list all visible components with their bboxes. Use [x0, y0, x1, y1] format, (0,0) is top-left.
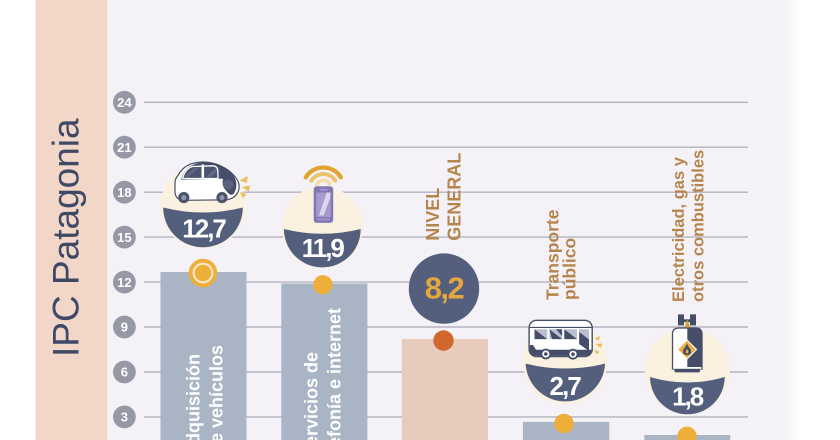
- svg-text:Servicios de: Servicios de: [302, 352, 322, 440]
- svg-text:3: 3: [121, 410, 128, 425]
- svg-text:público: público: [560, 238, 580, 300]
- svg-text:telefonía e internet: telefonía e internet: [325, 308, 345, 440]
- svg-text:1,8: 1,8: [672, 382, 704, 412]
- svg-text:9: 9: [121, 320, 128, 335]
- svg-text:de vehículos: de vehículos: [207, 345, 227, 440]
- svg-text:IPC Patagonia: IPC Patagonia: [46, 118, 87, 357]
- svg-text:12,7: 12,7: [182, 214, 226, 244]
- svg-text:12: 12: [117, 275, 131, 290]
- svg-text:11,9: 11,9: [302, 233, 345, 263]
- svg-text:GENERAL: GENERAL: [445, 153, 465, 241]
- svg-text:Adquisición: Adquisición: [184, 354, 204, 440]
- svg-text:2,7: 2,7: [550, 371, 582, 401]
- svg-text:otros combustibles: otros combustibles: [690, 150, 708, 302]
- svg-text:8,2: 8,2: [425, 270, 464, 305]
- svg-text:Electricidad, gas y: Electricidad, gas y: [670, 156, 688, 302]
- svg-text:24: 24: [117, 95, 132, 110]
- svg-text:NIVEL: NIVEL: [423, 188, 443, 241]
- svg-text:15: 15: [117, 230, 131, 245]
- svg-text:18: 18: [117, 185, 131, 200]
- svg-text:Transporte: Transporte: [543, 209, 563, 300]
- svg-text:6: 6: [121, 365, 128, 380]
- svg-text:21: 21: [117, 140, 131, 155]
